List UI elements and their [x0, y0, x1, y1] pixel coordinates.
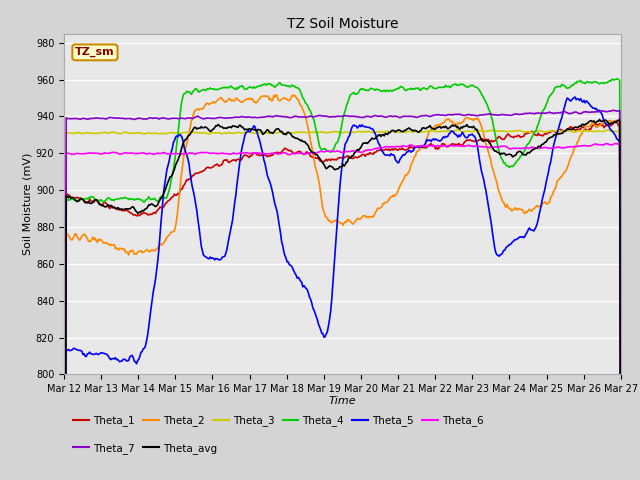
Line: Theta_7: Theta_7	[64, 110, 621, 480]
Theta_4	[604, 80, 611, 85]
Theta_avg	[605, 120, 612, 126]
Line: Theta_2: Theta_2	[64, 95, 621, 480]
Line: Theta_6: Theta_6	[64, 144, 621, 480]
Line: Theta_4: Theta_4	[64, 79, 621, 480]
Theta_1	[516, 134, 524, 140]
Theta_4	[328, 149, 335, 155]
Theta_6	[392, 144, 399, 150]
Theta_1	[362, 153, 369, 159]
Theta_2	[518, 207, 525, 213]
Theta_2	[393, 191, 401, 197]
Theta_2	[362, 215, 370, 221]
Line: Theta_3: Theta_3	[64, 130, 621, 480]
Theta_avg	[324, 164, 332, 170]
Theta_3	[362, 129, 369, 135]
Theta_1	[392, 146, 399, 152]
Text: TZ_sm: TZ_sm	[75, 47, 115, 58]
Theta_5	[362, 124, 369, 130]
Theta_4	[324, 148, 332, 154]
Theta_2	[326, 217, 333, 223]
Theta_6	[324, 148, 332, 154]
Theta_5	[392, 157, 399, 163]
Line: Theta_1: Theta_1	[64, 121, 621, 480]
Theta_1	[328, 156, 335, 162]
Theta_2	[605, 119, 612, 124]
Theta_6	[362, 148, 369, 154]
Line: Theta_5: Theta_5	[64, 97, 621, 480]
Theta_3	[605, 127, 612, 133]
Theta_6	[328, 148, 335, 154]
Theta_2	[272, 92, 280, 97]
Theta_avg	[328, 164, 335, 169]
X-axis label: Time: Time	[328, 396, 356, 406]
Theta_3	[324, 130, 332, 135]
Theta_3	[392, 129, 399, 134]
Theta_7	[328, 114, 335, 120]
Theta_6	[516, 145, 524, 151]
Theta_5	[516, 234, 524, 240]
Theta_3	[518, 128, 525, 134]
Theta_1	[611, 118, 619, 124]
Theta_7	[392, 113, 399, 119]
Theta_5	[328, 296, 335, 301]
Theta_7	[362, 114, 369, 120]
Theta_7	[324, 114, 332, 120]
Theta_7	[611, 108, 618, 113]
Theta_1	[604, 123, 611, 129]
Theta_4	[392, 87, 399, 93]
Theta_3	[328, 129, 335, 135]
Theta_5	[605, 122, 612, 128]
Theta_4	[614, 76, 621, 82]
Theta_avg	[516, 149, 524, 155]
Theta_2	[329, 218, 337, 224]
Theta_7	[604, 109, 611, 115]
Theta_4	[362, 87, 369, 93]
Theta_3	[454, 127, 461, 132]
Theta_6	[611, 141, 619, 146]
Theta_7	[516, 112, 524, 118]
Theta_6	[604, 141, 611, 147]
Theta_4	[516, 153, 524, 159]
Theta_avg	[362, 140, 369, 146]
Line: Theta_avg: Theta_avg	[64, 120, 621, 480]
Theta_5	[572, 94, 579, 100]
Theta_5	[324, 323, 332, 329]
Theta_avg	[596, 117, 604, 122]
Theta_avg	[392, 129, 399, 135]
Title: TZ Soil Moisture: TZ Soil Moisture	[287, 17, 398, 31]
Theta_1	[324, 156, 332, 162]
Legend: Theta_7, Theta_avg: Theta_7, Theta_avg	[69, 439, 221, 458]
Y-axis label: Soil Moisture (mV): Soil Moisture (mV)	[23, 153, 33, 255]
